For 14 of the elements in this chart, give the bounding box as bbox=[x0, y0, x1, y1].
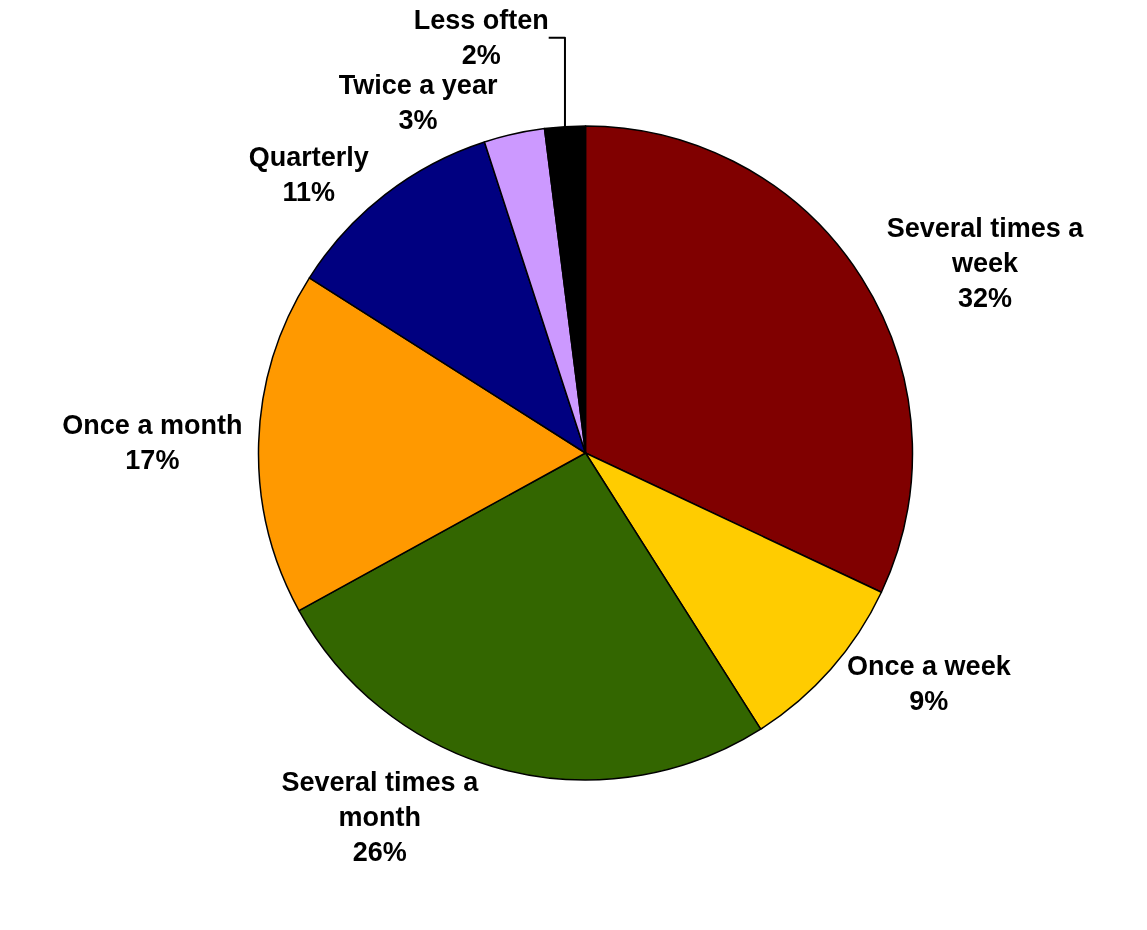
slice-label: Several times a month bbox=[281, 766, 480, 832]
slice-label: Once a week bbox=[847, 650, 1012, 681]
data-label: 11% bbox=[282, 176, 336, 207]
data-label: 3% bbox=[398, 105, 438, 136]
slice-label: Less often bbox=[413, 5, 549, 36]
data-label: 26% bbox=[352, 836, 407, 867]
slice-label: Once a month bbox=[62, 410, 243, 441]
data-label: 2% bbox=[461, 40, 501, 71]
data-label: 17% bbox=[125, 445, 180, 476]
slice-label: Several times a week bbox=[886, 213, 1085, 279]
slice-label: Twice a year bbox=[338, 70, 498, 101]
slice-label: Quarterly bbox=[248, 141, 369, 172]
data-label: 9% bbox=[909, 686, 949, 717]
data-label: 32% bbox=[957, 283, 1012, 314]
